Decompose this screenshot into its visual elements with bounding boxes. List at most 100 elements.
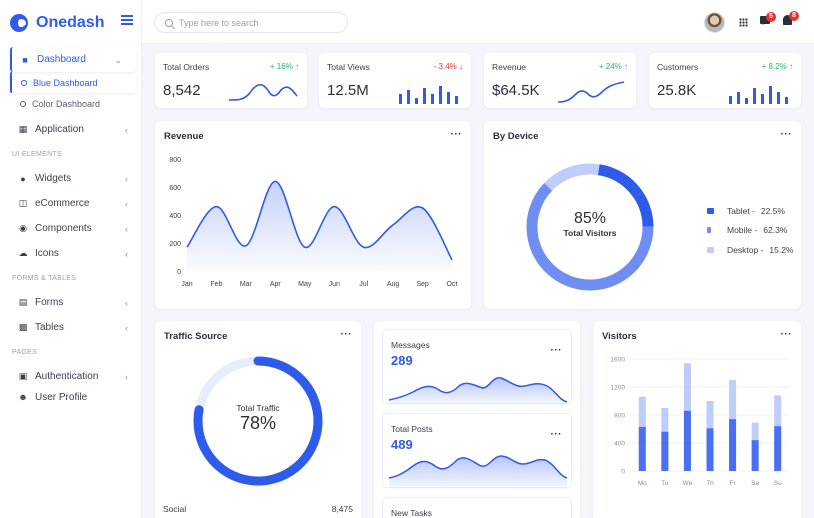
stat-value: 8,542 <box>163 82 201 99</box>
avatar[interactable] <box>704 12 725 33</box>
legend-value: 22.5% <box>760 205 785 216</box>
revenue-card: Revenue ··· 0 200 400 600 800 Jan Feb Mar Apr May… <box>155 121 471 309</box>
device-donut-chart <box>526 163 654 291</box>
mini-title: Messages <box>391 340 430 350</box>
bar-value <box>774 426 782 471</box>
section-label: PAGES <box>12 348 38 356</box>
cloud-icon: ☁ <box>18 248 28 258</box>
card-title: By Device <box>493 131 539 142</box>
stat-title: Total Orders <box>163 62 210 72</box>
tasks-card: New Tasks <box>382 497 572 518</box>
y-tick-label: 800 <box>614 413 625 420</box>
donut-center-value: 85% <box>573 210 607 227</box>
sidebar-item-components[interactable]: ◉ Components ‹ <box>0 216 142 241</box>
traffic-footer-row: Social 8,475 <box>163 504 353 518</box>
chat-icon[interactable] <box>760 16 770 25</box>
sidebar-item-dashboard[interactable]: ■ Dashboard ⌄ <box>10 47 136 72</box>
sidebar-item-user-profile[interactable]: ☻ User Profile <box>0 389 142 403</box>
card-title: Revenue <box>164 131 204 142</box>
stat-value: 25.8K <box>657 82 697 99</box>
chevron-left-icon: ‹ <box>125 249 128 259</box>
bar-value <box>729 419 737 471</box>
more-icon[interactable]: ··· <box>780 129 792 140</box>
mini-value: 289 <box>391 353 413 368</box>
more-icon[interactable]: ··· <box>550 345 562 356</box>
stat-sparkline <box>228 83 298 101</box>
y-tick-label: 600 <box>169 185 181 192</box>
lock-icon: ▣ <box>18 371 28 381</box>
basket-icon: ◫ <box>18 198 28 208</box>
home-icon: ■ <box>22 54 28 65</box>
search-input[interactable]: Type here to search <box>154 12 348 33</box>
y-tick-label: 0 <box>177 269 181 276</box>
stat-title: Customers <box>657 62 699 72</box>
brand-name: Onedash <box>36 14 105 31</box>
sidebar-item-authentication[interactable]: ▣ Authentication ‹ <box>0 364 142 389</box>
legend-swatch <box>707 207 714 214</box>
search-icon <box>165 18 173 27</box>
bell-icon[interactable] <box>783 15 792 25</box>
bar-value <box>661 431 669 471</box>
legend-item: Mobile - 62.3% <box>707 221 797 241</box>
mini-title: Total Posts <box>391 424 433 434</box>
apps-icon[interactable] <box>739 18 748 27</box>
messages-card: Messages 289 ··· <box>382 329 572 405</box>
traffic-source-value: 8,475 <box>331 504 353 514</box>
x-tick-label: Th <box>706 480 714 487</box>
chevron-left-icon: ‹ <box>125 224 128 234</box>
stat-change: - 3.4% ↓ <box>433 62 463 71</box>
chevron-down-icon: ⌄ <box>114 55 122 65</box>
menu-toggle-icon[interactable] <box>121 15 133 25</box>
traffic-center-value: 78% <box>239 413 277 433</box>
x-tick-label: Apr <box>270 281 282 288</box>
topbar: Type here to search 5 8 <box>142 0 814 44</box>
sidebar-item-application[interactable]: ▦ Application ‹ <box>0 117 142 142</box>
x-tick-label: Jul <box>359 281 368 288</box>
y-tick-label: 0 <box>621 469 625 476</box>
y-tick-label: 1200 <box>611 385 626 392</box>
more-icon[interactable]: ··· <box>780 329 792 340</box>
legend-label: Mobile <box>727 225 753 236</box>
x-tick-label: Mar <box>240 281 253 288</box>
sidebar-item-label: Forms <box>35 297 64 308</box>
more-icon[interactable]: ··· <box>550 429 562 440</box>
y-tick-label: 400 <box>614 441 625 448</box>
x-tick-label: Fr <box>730 480 737 487</box>
x-tick-label: Su <box>774 480 782 487</box>
y-tick-label: 1600 <box>611 357 626 364</box>
stat-sparkline <box>557 81 625 103</box>
circle-icon <box>21 79 27 86</box>
sidebar-item-ecommerce[interactable]: ◫ eCommerce ‹ <box>0 191 142 216</box>
legend-swatch <box>707 246 714 253</box>
card-title: Traffic Source <box>164 331 228 342</box>
search-placeholder: Type here to search <box>179 17 259 28</box>
sidebar-item-label: Tables <box>35 322 64 333</box>
donut-slice-mobile <box>526 182 654 291</box>
sidebar-item-label: Icons <box>35 248 59 259</box>
brand[interactable]: Onedash <box>10 10 104 36</box>
stat-change: + 8.2% ↑ <box>761 62 793 71</box>
sidebar-item-label: Application <box>35 124 84 135</box>
visitors-card: Visitors ··· 0 400 800 1200 1600 Mo Tu We Th Fr Sa… <box>593 321 801 518</box>
sidebar-item-tables[interactable]: ▩ Tables ‹ <box>0 315 142 340</box>
section-label: UI ELEMENTS <box>12 150 62 158</box>
sidebar-item-color-dashboard[interactable]: Color Dashboard <box>0 93 142 114</box>
stat-card-customers: Customers + 8.2% ↑ 25.8K <box>649 53 801 108</box>
stat-bar-spark <box>399 86 458 104</box>
x-tick-label: We <box>683 480 693 487</box>
more-icon[interactable]: ··· <box>450 129 462 140</box>
sidebar-item-widgets[interactable]: ● Widgets ‹ <box>0 166 142 191</box>
sidebar-item-forms[interactable]: ▤ Forms ‹ <box>0 290 142 315</box>
y-tick-label: 400 <box>169 213 181 220</box>
user-icon: ☻ <box>18 392 28 402</box>
x-tick-label: Sep <box>416 281 429 288</box>
sidebar-item-label: Widgets <box>35 173 72 184</box>
x-tick-label: Oct <box>447 281 458 288</box>
y-tick-label: 200 <box>169 241 181 248</box>
sidebar-item-blue-dashboard[interactable]: Blue Dashboard <box>10 72 136 93</box>
traffic-source-label: Social <box>163 504 187 514</box>
x-tick-label: May <box>298 281 312 288</box>
more-icon[interactable]: ··· <box>340 329 352 340</box>
traffic-ring-progress <box>193 356 323 486</box>
sidebar-item-icons[interactable]: ☁ Icons ‹ <box>0 241 142 266</box>
